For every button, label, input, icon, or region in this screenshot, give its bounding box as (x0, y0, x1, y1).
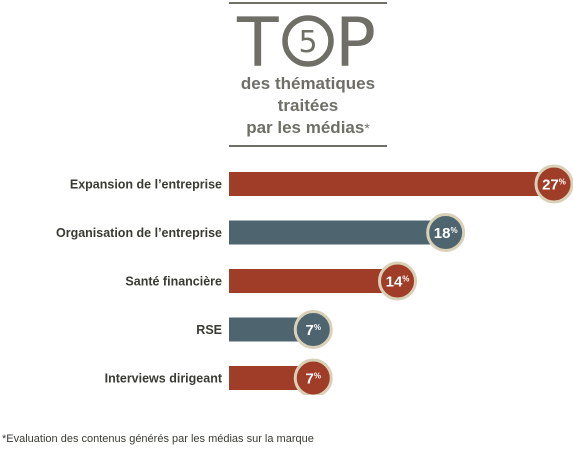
value-label: 14% (386, 274, 410, 291)
subtitle-line-3-text: par les médias (246, 118, 365, 137)
value-badge (293, 310, 333, 349)
category-label: Santé financière (125, 275, 222, 289)
value-badge (426, 213, 466, 252)
bar (229, 269, 398, 293)
title-bottom-rule (229, 145, 387, 147)
title-letter-p: P (335, 6, 376, 72)
title-letter-t: T (236, 6, 279, 72)
bar (229, 172, 554, 196)
title-letter-o-ring (282, 15, 334, 67)
subtitle-line-2: traitées (277, 96, 339, 115)
category-label: RSE (196, 323, 222, 337)
category-label: Organisation de l’entreprise (56, 226, 222, 240)
subtitle-line-1: des thématiques (240, 74, 376, 93)
value-label: 27% (542, 177, 566, 194)
subtitle-asterisk: * (364, 120, 370, 136)
footnote: *Evaluation des contenus générés par les… (2, 433, 314, 445)
value-badge (293, 358, 333, 395)
title-top-rule (229, 2, 387, 4)
value-label: 7% (306, 322, 321, 339)
value-badge (534, 164, 573, 204)
bar-chart: Expansion de l’entreprise 27% Organisation… (56, 164, 573, 395)
subtitle-line-3: par les médias* (190, 117, 426, 139)
value-label: 18% (434, 225, 458, 242)
value-label: 7% (306, 371, 321, 388)
bar (229, 220, 446, 245)
title-digit-five: 5 (298, 25, 317, 60)
chart-title: T 5 P (236, 6, 376, 72)
category-label: Interviews dirigeant (105, 372, 223, 386)
category-label: Expansion de l’entreprise (70, 178, 222, 192)
value-badge (378, 261, 418, 301)
